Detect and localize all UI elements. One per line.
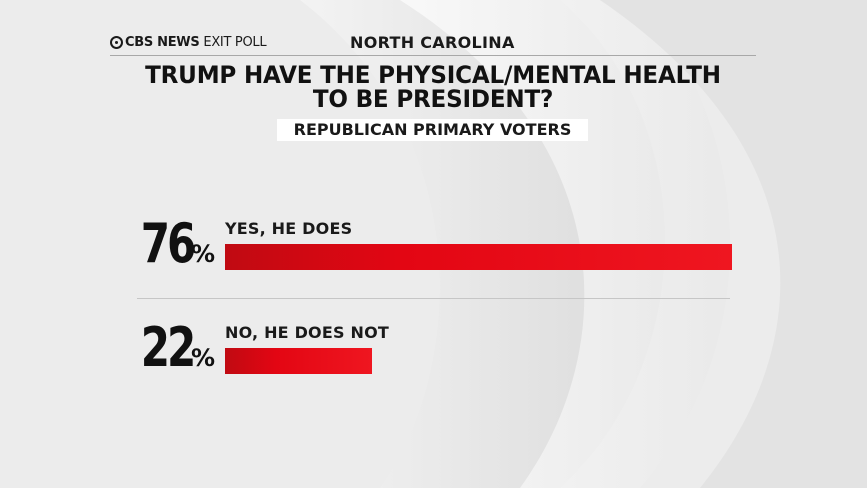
- header: CBS NEWS EXIT POLL NORTH CAROLINA: [110, 33, 756, 55]
- value-label: 76%: [126, 212, 215, 275]
- value-number: 22: [140, 316, 197, 379]
- logo-brand: CBS NEWS: [125, 35, 200, 50]
- cbs-news-exit-poll-logo: CBS NEWS EXIT POLL: [110, 35, 267, 50]
- chart-subtitle: REPUBLICAN PRIMARY VOTERS: [277, 119, 588, 141]
- header-rule: [110, 55, 756, 56]
- value-label: 22%: [126, 316, 215, 379]
- value-number: 76: [140, 212, 197, 275]
- bar: [225, 244, 732, 270]
- logo-sub: EXIT POLL: [203, 35, 267, 50]
- row-divider: [137, 298, 730, 299]
- cbs-eye-icon: [110, 36, 123, 49]
- chart-title: TRUMP HAVE THE PHYSICAL/MENTAL HEALTH TO…: [75, 63, 791, 111]
- category-label: YES, HE DOES: [225, 219, 353, 238]
- value-unit: %: [190, 240, 215, 268]
- bar-row: 76% YES, HE DOES: [0, 212, 867, 282]
- chart-title-line-1: TRUMP HAVE THE PHYSICAL/MENTAL HEALTH: [145, 61, 721, 89]
- chart-title-line-2: TO BE PRESIDENT?: [312, 85, 554, 113]
- value-unit: %: [190, 344, 215, 372]
- bar: [225, 348, 372, 374]
- bar-row: 22% NO, HE DOES NOT: [0, 316, 867, 386]
- state-label: NORTH CAROLINA: [350, 33, 515, 52]
- category-label: NO, HE DOES NOT: [225, 323, 389, 342]
